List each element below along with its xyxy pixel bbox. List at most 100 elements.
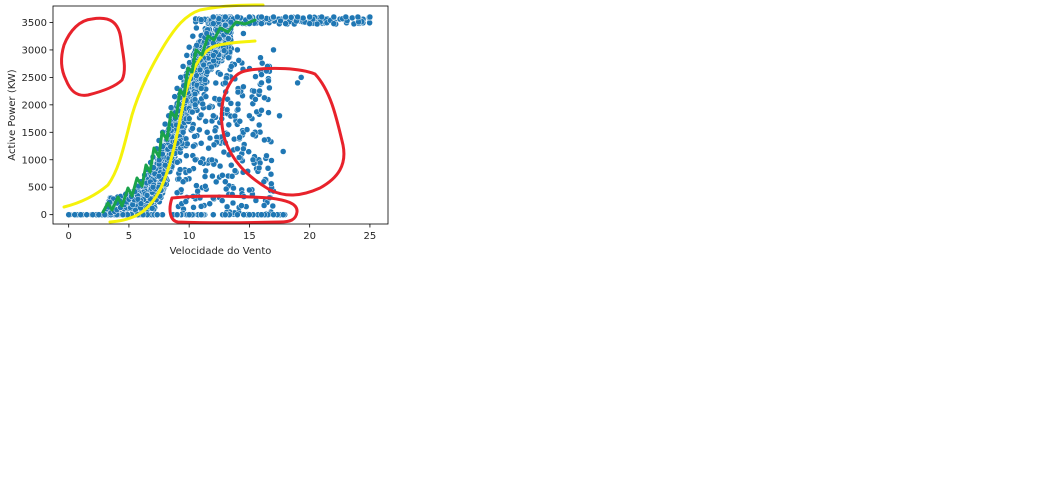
data-point [234,100,242,108]
data-point [209,172,216,180]
data-point [240,145,247,153]
data-point [257,54,264,61]
data-point [342,13,350,21]
data-point [297,74,305,81]
y-tick-label: 3500 [22,18,47,29]
data-point [330,20,338,27]
data-point [228,161,235,169]
data-point [261,136,268,144]
data-point [299,14,307,22]
data-point [258,107,265,114]
data-point [236,118,244,125]
data-point [202,118,209,125]
data-point [197,85,205,92]
y-axis-label: Active Power (KW) [7,69,18,161]
data-point [196,126,203,134]
data-point [240,83,247,91]
data-point [230,184,237,192]
data-point [71,211,78,218]
data-point [227,100,235,107]
data-point [260,202,268,209]
data-point [245,148,252,155]
data-point [134,196,142,203]
data-point [190,142,197,150]
data-point [246,13,253,21]
data-point [185,115,193,122]
data-point [279,211,287,218]
data-point [264,165,272,172]
y-tick-label: 1000 [22,155,47,166]
data-point [137,200,145,207]
data-point [173,189,181,196]
data-point [83,211,90,218]
data-point [229,199,237,207]
data-point [210,20,217,27]
data-point [266,84,273,92]
data-point [219,172,226,179]
data-point [153,211,161,218]
x-tick-label: 10 [183,231,196,242]
data-point [210,141,218,149]
data-point [212,178,220,186]
data-point [210,13,217,21]
data-point [227,18,235,26]
data-point [246,186,253,194]
data-point [179,63,187,70]
data-point [206,200,213,207]
data-point [189,108,196,116]
data-point [225,121,233,129]
data-point [306,13,313,21]
data-point [205,104,213,111]
yellow-lower-envelope [108,39,257,224]
data-point [220,47,228,54]
data-point [197,211,205,218]
data-point [161,120,169,128]
y-tick-label: 500 [28,183,47,194]
y-axis-ticks: 0 500 1000 1500 2000 2500 3000 3500 [22,18,53,221]
data-point [210,52,217,59]
data-point [149,183,157,191]
data-point [183,152,190,159]
data-point [177,74,184,81]
y-tick-label: 2500 [22,73,47,84]
data-point [202,183,209,190]
data-point [210,112,217,120]
x-tick-label: 5 [126,231,132,242]
data-point [294,13,301,21]
data-point [258,71,265,78]
data-point [252,73,259,80]
data-point [228,63,235,70]
x-tick-label: 20 [303,231,316,242]
data-point [330,13,338,21]
data-point [235,154,243,161]
x-axis-label: Velocidade do Vento [170,246,272,257]
data-point [235,57,243,64]
data-point [258,211,265,218]
data-point [202,167,209,175]
data-point [212,79,220,87]
data-point [179,178,187,185]
data-point [318,13,325,21]
data-point [354,13,362,21]
data-point [256,87,263,95]
data-point [208,156,216,164]
data-point [185,43,193,51]
data-point [222,178,229,185]
data-point [258,13,265,21]
data-point [252,96,259,103]
data-point [197,111,205,119]
data-point [167,104,175,111]
data-point [282,20,289,27]
red-circle-bottom [168,194,299,225]
data-point [268,157,275,164]
data-point [258,79,265,87]
data-point [234,211,241,218]
data-point [223,106,231,114]
data-point [294,79,301,87]
data-point [155,172,163,180]
data-point [182,198,190,205]
x-tick-label: 0 [65,231,71,242]
data-point [197,16,205,23]
data-point [222,13,229,21]
